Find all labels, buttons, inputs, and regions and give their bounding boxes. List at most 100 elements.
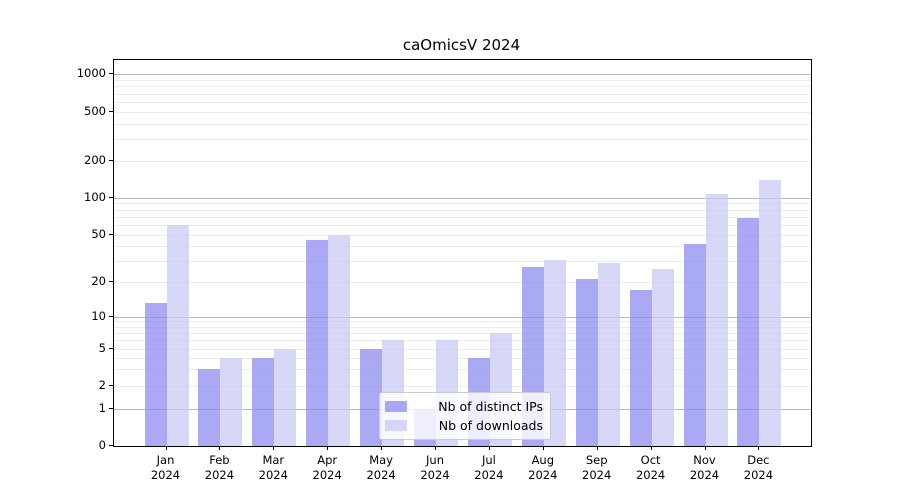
gridline-minor: [114, 225, 811, 227]
gridline-minor: [114, 93, 811, 95]
gridline-minor: [114, 209, 811, 211]
gridline-major: [114, 197, 811, 199]
gridline-minor: [114, 282, 811, 283]
gridline-minor: [114, 160, 811, 162]
y-tick-mark: [109, 408, 113, 409]
y-tick-mark: [109, 281, 113, 282]
x-tick-label-apr: Apr 2024: [312, 453, 342, 482]
y-tick-mark: [109, 315, 113, 317]
x-tick-label-may: May 2024: [366, 453, 396, 482]
x-tick-label-jun: Jun 2024: [420, 453, 450, 482]
bar-distinct-ips-dec: [737, 217, 760, 446]
y-tick-label-10: 10: [91, 308, 106, 323]
bar-downloads-nov: [705, 193, 728, 446]
x-tick-mark: [488, 446, 490, 450]
x-tick-mark: [381, 446, 383, 450]
bar-downloads-jan: [166, 225, 189, 446]
y-tick-mark: [109, 384, 113, 386]
x-tick-mark: [758, 446, 760, 450]
bar-distinct-ips-jan: [144, 303, 167, 446]
bar-downloads-apr: [328, 235, 351, 446]
y-tick-label-1000: 1000: [76, 66, 106, 81]
gridline-minor: [114, 216, 811, 218]
chart-title: caOmicsV 2024: [402, 36, 521, 54]
gridline-minor: [114, 246, 811, 248]
bar-distinct-ips-sep: [575, 279, 598, 446]
bar-distinct-ips-apr: [306, 240, 329, 446]
bar-downloads-mar: [274, 349, 297, 446]
x-tick-mark: [704, 446, 706, 450]
y-tick-mark: [109, 196, 113, 198]
x-tick-label-jul: Jul 2024: [474, 453, 504, 482]
legend-item-downloads: Nb of downloads: [385, 418, 543, 433]
x-tick-label-mar: Mar 2024: [258, 453, 288, 482]
gridline-minor: [114, 203, 811, 205]
x-tick-label-jan: Jan 2024: [150, 453, 181, 482]
y-tick-label-5: 5: [98, 341, 106, 355]
x-tick-mark: [542, 446, 544, 450]
gridline-minor: [114, 112, 811, 113]
y-tick-mark: [109, 111, 113, 112]
x-tick-mark: [165, 446, 167, 450]
y-tick-label-500: 500: [84, 104, 106, 118]
gridline-minor: [114, 139, 811, 141]
x-tick-mark: [435, 446, 436, 450]
x-tick-label-aug: Aug 2024: [528, 453, 558, 482]
gridline-minor: [114, 333, 811, 335]
gridline-minor: [114, 123, 811, 125]
legend: Nb of distinct IPs Nb of downloads: [379, 392, 551, 440]
gridline-minor: [114, 340, 811, 342]
x-tick-label-oct: Oct 2024: [635, 453, 666, 482]
y-tick-label-100: 100: [84, 189, 106, 204]
gridline-minor: [114, 261, 811, 263]
x-tick-mark: [273, 446, 275, 450]
gridline-minor: [114, 349, 811, 350]
gridline-minor: [114, 80, 811, 82]
gridline-major: [114, 316, 811, 318]
x-tick-mark: [327, 446, 329, 450]
bar-distinct-ips-mar: [252, 357, 275, 446]
y-tick-mark: [109, 73, 113, 75]
legend-swatch-downloads: [385, 419, 407, 431]
y-tick-mark: [109, 234, 113, 235]
plot-area: [113, 59, 812, 447]
legend-swatch-distinct-ips: [385, 401, 407, 413]
legend-label-distinct-ips: Nb of distinct IPs: [438, 399, 543, 415]
x-tick-label-sep: Sep 2024: [582, 453, 612, 482]
x-tick-mark: [650, 446, 652, 450]
gridline-minor: [114, 369, 811, 371]
legend-item-distinct-ips: Nb of distinct IPs: [385, 399, 543, 414]
y-tick-mark: [109, 159, 113, 161]
y-tick-label-20: 20: [91, 274, 106, 288]
legend-label-downloads: Nb of downloads: [438, 417, 543, 433]
y-tick-mark: [109, 444, 113, 446]
y-tick-mark: [109, 348, 113, 349]
x-tick-mark: [219, 446, 221, 450]
gridline-minor: [114, 321, 811, 323]
y-tick-label-0: 0: [98, 437, 106, 452]
gridline-minor: [114, 235, 811, 236]
bar-downloads-feb: [220, 357, 243, 446]
bar-downloads-sep: [597, 262, 620, 446]
gridline-minor: [114, 385, 811, 387]
y-tick-label-2: 2: [98, 377, 106, 392]
bar-distinct-ips-feb: [198, 369, 221, 446]
gridline-minor: [114, 102, 811, 104]
bar-distinct-ips-nov: [683, 243, 706, 446]
gridline-minor: [114, 326, 811, 328]
x-tick-label-nov: Nov 2024: [689, 453, 720, 482]
bar-downloads-oct: [651, 268, 674, 446]
bar-downloads-dec: [759, 179, 782, 446]
bar-distinct-ips-may: [360, 349, 383, 446]
x-tick-mark: [596, 446, 598, 450]
y-tick-label-1: 1: [98, 401, 106, 415]
x-tick-label-feb: Feb 2024: [204, 453, 235, 482]
gridline-minor: [114, 357, 811, 359]
gridline-minor: [114, 86, 811, 88]
y-tick-label-50: 50: [91, 227, 106, 241]
gridline-major: [114, 74, 811, 76]
x-tick-label-dec: Dec 2024: [743, 453, 774, 482]
y-tick-label-200: 200: [84, 152, 106, 167]
bar-distinct-ips-oct: [629, 290, 652, 446]
